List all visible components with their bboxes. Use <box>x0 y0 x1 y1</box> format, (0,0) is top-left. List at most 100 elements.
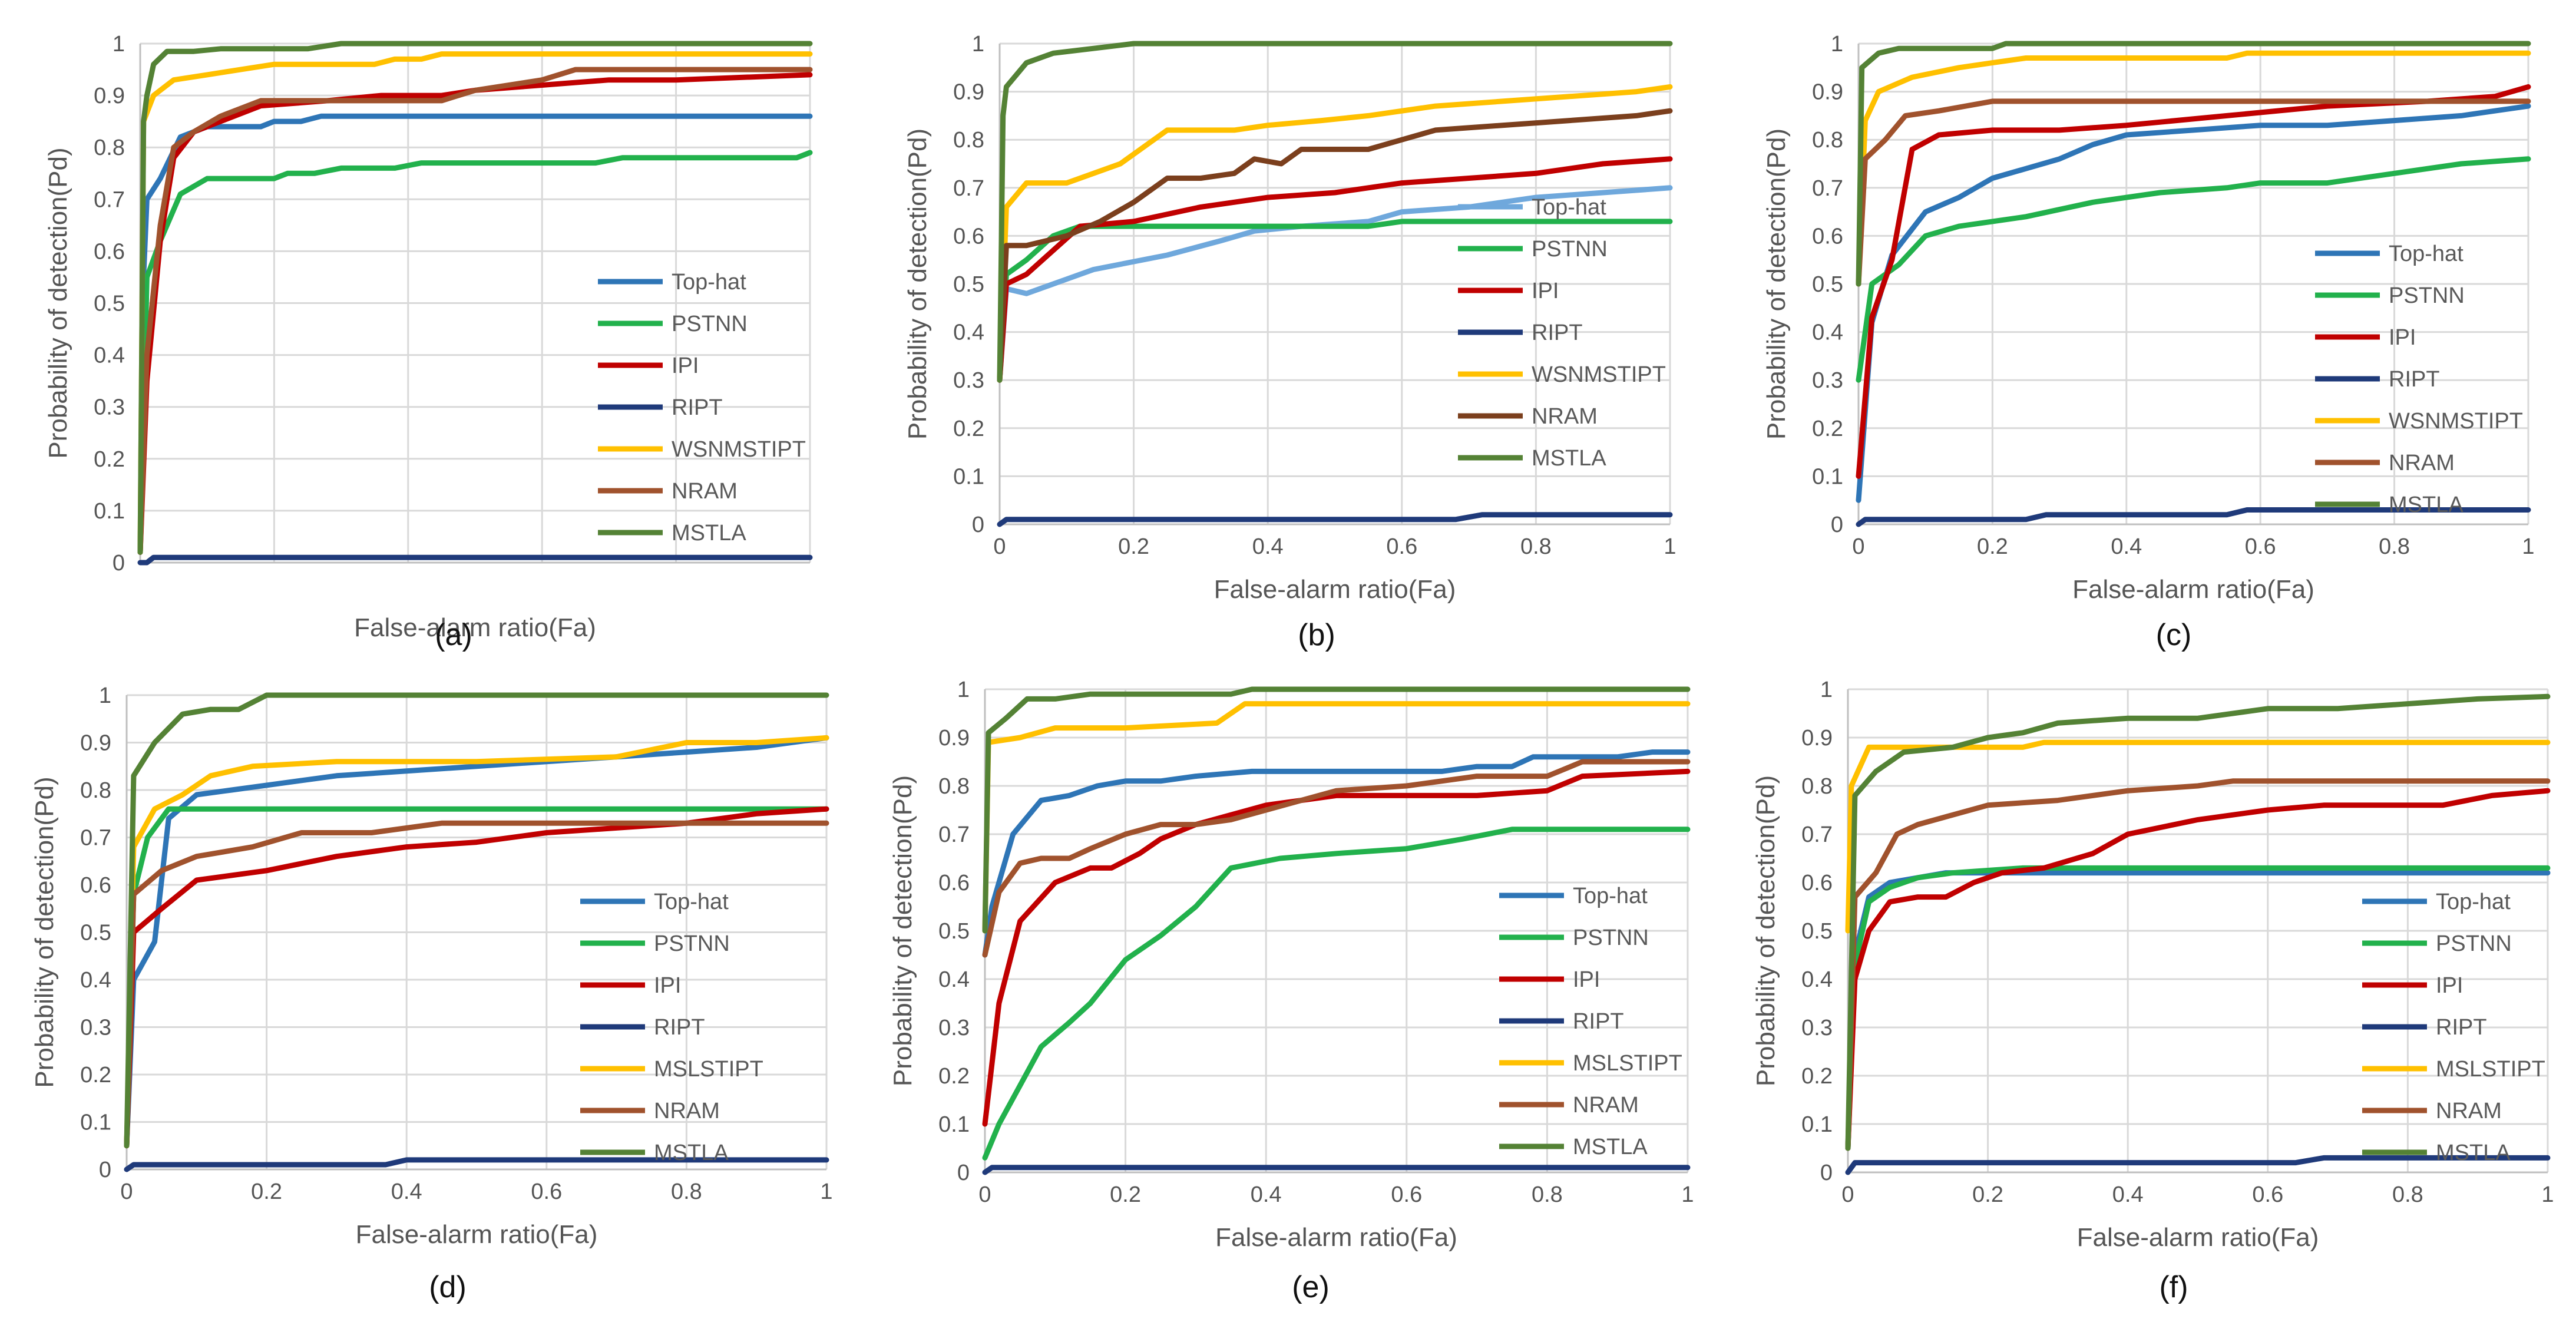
legend-label: Top-hat <box>1532 195 1606 220</box>
x-tick-label: 0.8 <box>1532 1182 1563 1207</box>
y-tick-label: 0.6 <box>80 873 111 898</box>
y-tick-label: 0.9 <box>1801 726 1833 751</box>
x-tick-label: 0.2 <box>1977 534 2008 559</box>
y-tick-label: 0.9 <box>1812 80 1843 105</box>
series-line-nram <box>137 67 813 555</box>
x-axis-title: False-alarm ratio(Fa) <box>356 1220 598 1249</box>
series-line-mstla <box>124 692 829 1149</box>
x-tick-label: 1 <box>1681 1182 1694 1207</box>
y-tick-label: 1 <box>957 677 970 702</box>
series-line-nram <box>982 759 1691 958</box>
legend-label: IPI <box>1532 279 1559 303</box>
y-tick-label: 0.3 <box>938 1016 970 1040</box>
chart-panel-a: 0 0.1 0.2 0.3 0.4 0.5 0.6 0.7 0.8 0.9 1 False-alarm… <box>44 32 813 652</box>
x-tick-label: 0.4 <box>1252 534 1284 559</box>
legend-label: NRAM <box>654 1099 720 1123</box>
y-tick-label: 0.8 <box>1812 128 1843 153</box>
series-line-pstnn <box>1856 156 2531 383</box>
y-tick-label: 0.5 <box>1801 919 1833 944</box>
y-tick-label: 0.3 <box>1812 368 1843 393</box>
legend-label: NRAM <box>1573 1093 1639 1118</box>
x-tick-label: 0 <box>993 534 1006 559</box>
series-line-ipi <box>1845 788 2551 1151</box>
y-tick-label: 0.2 <box>1801 1064 1833 1089</box>
y-tick-label: 0.6 <box>1801 871 1833 895</box>
y-tick-label: 0 <box>113 551 125 576</box>
legend-label: Top-hat <box>2389 242 2463 266</box>
x-tick-label: 0.4 <box>2111 534 2142 559</box>
y-tick-label: 0.4 <box>953 320 984 345</box>
y-tick-label: 0.9 <box>953 80 984 105</box>
x-tick-label: 0 <box>120 1179 133 1204</box>
series-line-ript <box>1856 507 2531 527</box>
legend: Top-hat PSTNN IPI RIPT WSNMSTIPT NRAM MSTLA <box>2315 242 2523 517</box>
y-tick-label: 0.5 <box>938 919 970 944</box>
panel-label: (d) <box>429 1270 467 1304</box>
x-tick-label: 0.8 <box>671 1179 702 1204</box>
x-tick-label: 0 <box>1841 1182 1854 1207</box>
y-tick-label: 1 <box>113 32 125 57</box>
y-tick-label: 0.8 <box>953 128 984 153</box>
x-tick-label: 0.2 <box>251 1179 282 1204</box>
series-line-ipi <box>982 768 1691 1127</box>
legend-label: RIPT <box>654 1015 705 1040</box>
legend-label: RIPT <box>2389 367 2440 392</box>
x-tick-label: 0.8 <box>2392 1182 2423 1207</box>
y-tick-label: 0.3 <box>94 395 125 420</box>
legend-label: MSLSTIPT <box>2436 1057 2545 1082</box>
series-line-ript <box>982 1165 1691 1175</box>
x-tick-label: 1 <box>820 1179 832 1204</box>
series-line-pstnn <box>124 806 829 1149</box>
y-axis-title: Probability of detection(Pd) <box>903 128 932 439</box>
legend-label: RIPT <box>672 395 723 420</box>
y-tick-label: 0.3 <box>1801 1016 1833 1040</box>
panel-label: (f) <box>2159 1270 2188 1304</box>
x-tick-label: 0.6 <box>1386 534 1417 559</box>
y-tick-label: 0.5 <box>94 292 125 316</box>
y-tick-label: 0.2 <box>953 417 984 441</box>
legend-label: IPI <box>654 973 681 998</box>
y-tick-label: 0.4 <box>94 343 125 368</box>
legend: Top-hat PSTNN IPI RIPT MSLSTIPT NRAM MSTLA <box>580 890 763 1165</box>
series-line-ript <box>124 1157 829 1172</box>
series-line-nram <box>124 820 829 1149</box>
legend-label: PSTNN <box>1532 237 1608 262</box>
series-line-ript <box>997 512 1673 527</box>
y-tick-label: 0.4 <box>80 968 111 993</box>
legend-label: WSNMSTIPT <box>2389 409 2523 434</box>
y-axis-title: Probability of detection(Pd) <box>1751 775 1780 1086</box>
x-axis-title: False-alarm ratio(Fa) <box>1215 1223 1457 1252</box>
y-tick-label: 0.7 <box>938 822 970 847</box>
legend-label: NRAM <box>2436 1099 2502 1123</box>
y-tick-label: 0.2 <box>938 1064 970 1089</box>
series-line-wsnmstipt <box>137 51 813 555</box>
legend-label: IPI <box>1573 967 1600 992</box>
legend-label: PSTNN <box>2389 283 2465 308</box>
series-line-top-hat <box>124 735 829 1149</box>
legend-label: IPI <box>672 353 699 378</box>
y-tick-label: 0.1 <box>80 1110 111 1135</box>
y-tick-label: 0.6 <box>938 871 970 895</box>
panel-label: (b) <box>1298 618 1335 652</box>
y-tick-label: 0.8 <box>938 774 970 799</box>
legend-label: WSNMSTIPT <box>672 437 806 462</box>
x-axis-title: False-alarm ratio(Fa) <box>1214 575 1456 604</box>
y-tick-label: 0.8 <box>80 778 111 803</box>
y-axis-title: Probability of detection(Pd) <box>44 147 72 458</box>
legend-label: MSLSTIPT <box>654 1057 763 1082</box>
chart-panel-e: 0 0.1 0.2 0.3 0.4 0.5 0.6 0.7 0.8 0.9 1 0 0.2 0.4 0.6 0… <box>888 677 1694 1304</box>
y-tick-label: 0.3 <box>953 368 984 393</box>
legend-label: RIPT <box>2436 1015 2487 1040</box>
series-line-mstla <box>137 41 813 555</box>
chart-panel-c: 0 0.1 0.2 0.3 0.4 0.5 0.6 0.7 0.8 0.9 1 0 0.2 0.4 0.6 0… <box>1762 32 2535 652</box>
y-tick-label: 0.4 <box>1801 967 1833 992</box>
y-tick-label: 0.1 <box>1812 464 1843 489</box>
y-tick-label: 0.6 <box>953 224 984 249</box>
legend-label: PSTNN <box>1573 926 1649 950</box>
legend: Top-hat PSTNN IPI RIPT WSNMSTIPT NRAM MSTLA <box>598 270 806 546</box>
x-axis-title: False-alarm ratio(Fa) <box>354 613 596 642</box>
legend-label: IPI <box>2389 325 2416 350</box>
legend-label: WSNMSTIPT <box>1532 362 1666 387</box>
legend-label: MSTLA <box>654 1141 729 1165</box>
legend-label: Top-hat <box>654 890 729 914</box>
